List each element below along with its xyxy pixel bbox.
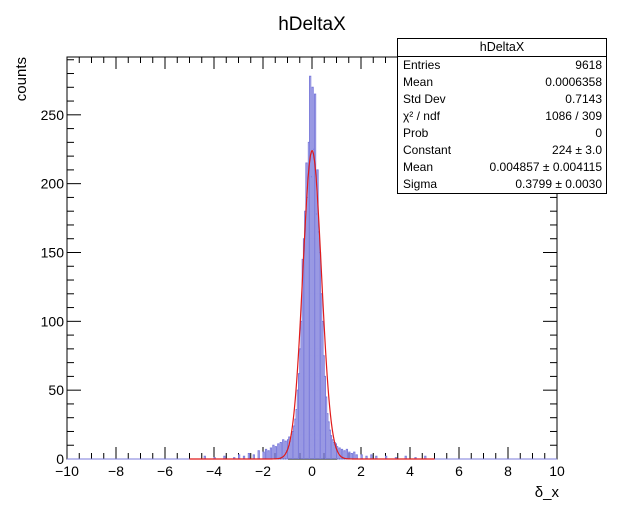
stats-row: Mean 0.004857 ± 0.004115 (398, 159, 606, 176)
stats-row: Prob 0 (398, 125, 606, 142)
x-tick-label: −6 (157, 463, 173, 479)
y-axis-label: counts (13, 57, 30, 101)
stats-label: Sigma (403, 177, 438, 191)
stats-row: Mean 0.0006358 (398, 74, 606, 91)
stats-box-title: hDeltaX (398, 39, 606, 57)
stats-value: 1086 / 309 (545, 109, 602, 123)
gaussian-fit-series (189, 149, 435, 460)
stats-row: Sigma 0.3799 ± 0.0030 (398, 176, 606, 193)
fit-curve (189, 149, 435, 460)
stats-value: 0.0006358 (545, 75, 602, 89)
stats-value: 0.7143 (565, 92, 602, 106)
y-tick-label: 0 (56, 451, 64, 467)
stats-label: Prob (403, 126, 429, 140)
x-tick-label: 2 (357, 463, 365, 479)
x-tick-label: 10 (549, 463, 565, 479)
stats-row: χ² / ndf 1086 / 309 (398, 108, 606, 125)
stats-row: Std Dev 0.7143 (398, 91, 606, 108)
stats-label: Constant (403, 143, 452, 157)
stats-label: χ² / ndf (403, 109, 440, 123)
y-tick-label: 150 (41, 244, 65, 260)
stats-label: Std Dev (403, 92, 446, 106)
y-tick-label: 250 (41, 107, 65, 123)
x-axis-label: δ_x (535, 484, 560, 501)
chart-title: hDeltaX (278, 14, 346, 35)
x-tick-label: −2 (255, 463, 271, 479)
y-tick-label: 100 (41, 313, 65, 329)
stats-box: hDeltaX Entries 9618 Mean 0.0006358 Std De… (397, 38, 607, 194)
stats-row: Entries 9618 (398, 57, 606, 74)
x-tick-label: 6 (455, 463, 463, 479)
stats-value: 224 ± 3.0 (552, 143, 602, 157)
stats-label: Entries (403, 58, 441, 72)
x-tick-label: −4 (206, 463, 222, 479)
x-tick-label: 8 (504, 463, 512, 479)
x-tick-label: −10 (55, 463, 79, 479)
x-tick-label: 4 (406, 463, 414, 479)
stats-value: 0 (595, 126, 602, 140)
stats-label: Mean (403, 160, 434, 174)
x-tick-label: −8 (108, 463, 124, 479)
y-tick-label: 50 (48, 382, 64, 398)
stats-label: Mean (403, 75, 434, 89)
y-tick-label: 200 (41, 176, 65, 192)
stats-value: 0.004857 ± 0.004115 (489, 160, 602, 174)
stats-value: 9618 (575, 58, 602, 72)
x-tick-label: 0 (308, 463, 316, 479)
stats-row: Constant 224 ± 3.0 (398, 142, 606, 159)
stats-value: 0.3799 ± 0.0030 (515, 177, 602, 191)
